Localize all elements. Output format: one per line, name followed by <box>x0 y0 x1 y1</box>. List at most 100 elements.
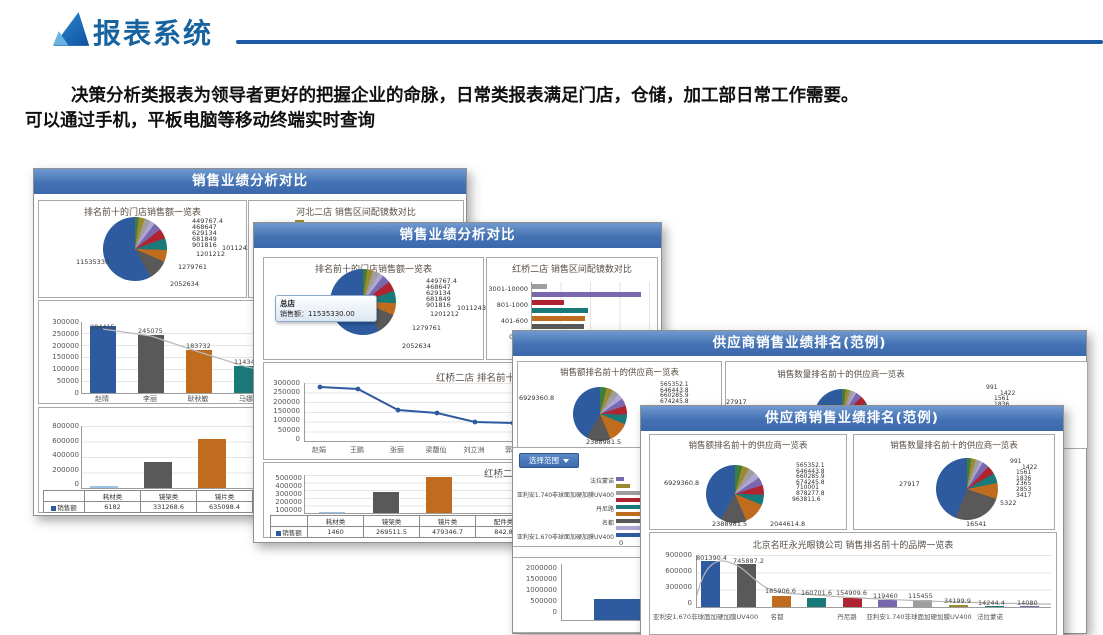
store-sales-pie-chart <box>103 217 167 281</box>
category-label: 丹尼路 <box>837 613 857 621</box>
bar <box>144 462 172 488</box>
pie-label: 710001 <box>796 484 819 492</box>
brand-row: 法拉蒙诺 <box>513 476 642 485</box>
pie-label: 646443.8 <box>796 467 825 475</box>
category-label: 梁馥仙 <box>425 446 447 454</box>
page-title: 报表系统 <box>93 17 214 50</box>
supplier-amount-pie-chart <box>573 387 627 441</box>
window-titlebar: 供应商销售业绩排名(范例) <box>641 406 1063 431</box>
pie-label: 991 <box>986 384 998 391</box>
y-axis: 800000 600000 400000 200000 0 <box>41 422 79 488</box>
brand-row: 名都 <box>513 518 642 527</box>
bar-value: 160701.6 <box>801 589 833 597</box>
bar <box>843 598 862 607</box>
hbar <box>616 484 630 488</box>
pie-label: 901816 <box>426 301 451 309</box>
bar-value: 185906.6 <box>765 587 797 595</box>
y-tick: 400000 <box>275 482 302 490</box>
bar <box>949 605 968 607</box>
intro-text: 决策分析类报表为领导者更好的把握企业的命脉，日常类报表满足门店，仓储，加工部日常… <box>25 84 1091 134</box>
y-tick: 900000 <box>665 551 692 559</box>
y-tick: 300000 <box>665 583 692 591</box>
y-tick: 800000 <box>52 422 79 430</box>
range-filter-button[interactable]: 选择范围 <box>519 453 579 468</box>
brand-label: 亚利安1.670非球面加硬加膜UV400 <box>516 534 614 541</box>
logo-triangle-icon <box>52 11 90 47</box>
y-tick: 50000 <box>277 425 300 434</box>
pie-label: 6929360.8 <box>519 394 555 402</box>
y-tick: 300000 <box>273 379 300 387</box>
y-tick: 150000 <box>273 406 300 415</box>
hbar <box>616 477 624 481</box>
y-tick: 300000 <box>275 490 302 498</box>
bar-value: 284415 <box>90 323 115 331</box>
data-table: 耗材类 镜架类 镜片类 配件类 销售额 1460 269511.5 479346… <box>270 515 532 538</box>
hbar <box>532 284 547 289</box>
category-label: 赵娟 <box>312 446 326 454</box>
pie-label: 565352.1 <box>796 462 825 469</box>
pie-label: 468647 <box>426 283 451 291</box>
pie-label: 674245.8 <box>660 397 689 405</box>
y-tick: 200000 <box>52 341 79 350</box>
y-axis: 300000 250000 200000 150000 100000 50000… <box>266 379 300 443</box>
pie-label: 1011243 <box>457 304 486 312</box>
category-label: 名都 <box>770 613 784 621</box>
bar-value: 14244.4 <box>978 599 1005 607</box>
dropdown-caret-icon <box>563 459 569 463</box>
trend-curve <box>696 560 1052 605</box>
pie-label: 16541 <box>966 520 987 528</box>
bar-value: 183732 <box>186 342 211 350</box>
legend-swatch-icon <box>51 505 57 511</box>
chart-title: 排名前十的门店销售额一览表 <box>83 208 201 218</box>
plot-area <box>561 564 642 621</box>
category-label: 李丽 <box>143 395 157 403</box>
pie-label: 1836 <box>1016 474 1032 482</box>
category-label: 赵晴 <box>95 395 109 403</box>
pie-label: 660285.9 <box>660 392 689 400</box>
pie-labels-column: 449767.4 468647 629134 681849 901816 <box>426 278 457 309</box>
pie-label: 1011243 <box>222 244 251 252</box>
chart-title: 销售额排名前十的供应商一览表 <box>688 441 808 451</box>
brand-row: 亚利安1.670非球面加硬加膜UV400 <box>513 532 642 541</box>
panel-store-sales-pie: 排名前十的门店销售额一览表 449767.4 468647 629134 681… <box>263 257 486 360</box>
bar <box>198 439 226 488</box>
table-value-row: 销售额 1460 269511.5 479346.7 842.8 <box>270 526 532 538</box>
series-label: 销售额 <box>282 529 302 537</box>
hbar <box>532 316 585 321</box>
pie-label: 681849 <box>192 235 217 243</box>
category-label: 王鹏 <box>350 446 364 454</box>
y-tick: 100000 <box>273 416 300 425</box>
bar-value: 119460 <box>873 592 898 600</box>
filter-button-label: 选择范围 <box>529 456 559 465</box>
table-cell: 6182 <box>84 501 141 513</box>
table-cell: 耗材类 <box>307 515 364 527</box>
window-titlebar: 销售业绩分析对比 <box>34 169 466 194</box>
pie-label: 3417 <box>1016 491 1032 499</box>
pie-labels-column: 565352.1 646443.8 660285.9 674245.8 <box>660 382 689 404</box>
pie-label: 991 <box>1010 458 1022 465</box>
bar-value: 115455 <box>908 592 933 600</box>
hbar <box>616 512 641 516</box>
pie-labels-column: 449767.4 468647 629134 681849 901816 <box>192 217 224 249</box>
table-cell: 635098.4 <box>196 501 253 513</box>
pie-label: 27917 <box>899 480 920 488</box>
bar-value: 801390.4 <box>696 554 728 562</box>
window-titlebar: 销售业绩分析对比 <box>254 223 661 248</box>
brand-label: 丹尼路 <box>595 506 614 513</box>
table-cell: 331268.6 <box>140 501 197 513</box>
pie-label: 674245.8 <box>796 478 825 486</box>
chart-title: 北京名旺永光眼镜公司 销售排名前十的品牌一览表 <box>752 541 954 551</box>
table-cell: 镜片类 <box>196 490 253 502</box>
pie-label: 1201212 <box>196 250 225 258</box>
pie-label: 449767.4 <box>192 217 224 225</box>
y-tick: 1500000 <box>525 575 557 583</box>
pie-label: 2388981.5 <box>586 438 622 446</box>
y-axis: 2000000 1500000 1000000 500000 0 <box>517 564 557 616</box>
intro-line-1: 决策分析类报表为领导者更好的把握企业的命脉，日常类报表满足门店，仓储，加工部日常… <box>71 86 859 106</box>
pie-label: 2388981.5 <box>712 520 748 528</box>
pie-label: 468647 <box>192 223 217 231</box>
category-label: 耿秋敏 <box>187 395 209 403</box>
pie-label: 2052634 <box>170 280 199 288</box>
y-tick: 500000 <box>275 474 302 482</box>
title-divider <box>236 40 1103 44</box>
